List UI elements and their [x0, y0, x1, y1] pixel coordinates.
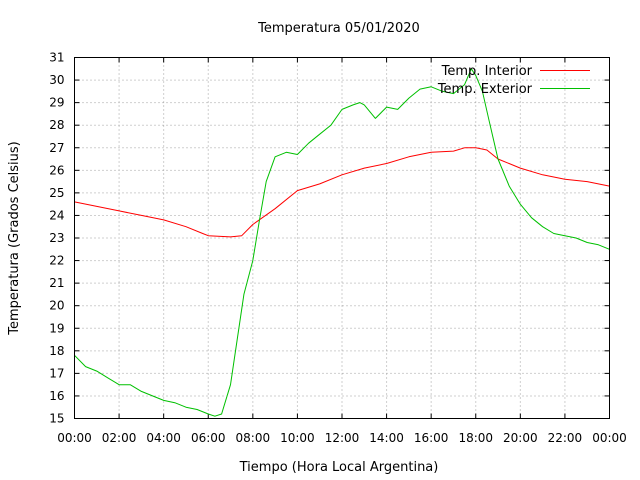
x-tick-label: 02:00 — [102, 431, 137, 445]
x-tick-label: 12:00 — [325, 431, 360, 445]
y-tick-label: 24 — [49, 208, 64, 222]
legend-label-exterior: Temp. Exterior — [437, 82, 533, 97]
legend: Temp. Interior Temp. Exterior — [437, 64, 590, 97]
y-tick-label: 19 — [49, 321, 64, 335]
chart-title: Temperatura 05/01/2020 — [257, 21, 420, 36]
series-line-interior — [74, 147, 610, 238]
y-tick-label: 28 — [49, 118, 64, 132]
y-tick-label: 26 — [49, 163, 64, 177]
x-tick-label: 00:00 — [57, 431, 92, 445]
y-tick-label: 30 — [49, 73, 64, 87]
y-tick-label: 17 — [49, 366, 64, 380]
x-tick-label: 10:00 — [280, 431, 315, 445]
x-axis-title: Tiempo (Hora Local Argentina) — [239, 460, 439, 475]
x-tick-label: 08:00 — [236, 431, 271, 445]
y-tick-label: 18 — [49, 344, 64, 358]
y-axis: 15 16 17 18 19 20 21 22 23 24 25 26 27 28 29 30 31 — [49, 51, 610, 426]
y-tick-label: 21 — [49, 276, 64, 290]
x-tick-label: 16:00 — [414, 431, 449, 445]
y-tick-label: 27 — [49, 141, 64, 155]
legend-label-interior: Temp. Interior — [441, 64, 533, 79]
x-tick-label: 14:00 — [369, 431, 404, 445]
y-axis-title: Temperatura (Grados Celsius) — [7, 141, 22, 335]
grid — [74, 57, 610, 419]
x-tick-label: 06:00 — [191, 431, 226, 445]
plot-frame — [74, 57, 610, 419]
x-tick-label: 22:00 — [548, 431, 583, 445]
x-axis: 00:00 02:00 04:00 06:00 08:00 10:00 12:00 14:00… — [57, 57, 627, 445]
y-tick-label: 29 — [49, 96, 64, 110]
y-tick-label: 31 — [49, 51, 64, 65]
y-tick-label: 15 — [49, 412, 64, 426]
y-tick-label: 20 — [49, 299, 64, 313]
x-tick-label: 00:00 — [592, 431, 627, 445]
x-tick-label: 20:00 — [503, 431, 538, 445]
x-tick-label: 18:00 — [458, 431, 493, 445]
series-line-exterior — [74, 68, 610, 417]
series-lines — [74, 68, 610, 417]
y-tick-label: 16 — [49, 389, 64, 403]
y-tick-label: 22 — [49, 254, 64, 268]
y-tick-label: 25 — [49, 186, 64, 200]
x-tick-label: 04:00 — [146, 431, 181, 445]
y-tick-label: 23 — [49, 231, 64, 245]
